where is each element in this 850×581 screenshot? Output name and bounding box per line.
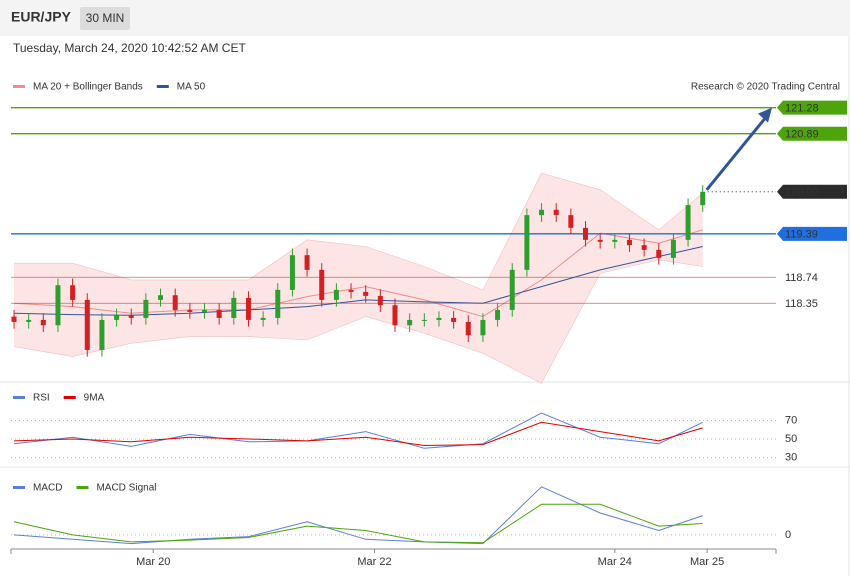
interval-button[interactable] bbox=[80, 7, 130, 30]
candle-body bbox=[392, 305, 398, 326]
candle-body bbox=[509, 269, 515, 310]
y-tick-label: 70 bbox=[785, 414, 797, 426]
bollinger-lower bbox=[13, 259, 703, 384]
candle-body bbox=[656, 249, 662, 258]
candle-body bbox=[172, 295, 178, 310]
candle-body bbox=[245, 297, 251, 320]
x-tick-label: Mar 25 bbox=[690, 556, 724, 568]
level-label: 118.35 bbox=[785, 298, 818, 310]
candle-body bbox=[700, 191, 706, 206]
candle-body bbox=[289, 255, 295, 290]
candle-body bbox=[568, 215, 574, 228]
level-tag bbox=[777, 100, 847, 115]
legend-swatch bbox=[76, 486, 89, 489]
candle-body bbox=[641, 245, 647, 250]
candle-body bbox=[612, 239, 618, 242]
candle-body bbox=[114, 315, 120, 320]
symbol: EUR/JPY bbox=[11, 9, 72, 25]
bollinger-fill bbox=[14, 173, 703, 384]
candle-body bbox=[158, 295, 164, 300]
candle-body bbox=[626, 239, 632, 246]
legend-label: RSI bbox=[33, 393, 50, 404]
candle-body bbox=[11, 316, 17, 322]
candle-body bbox=[465, 321, 471, 336]
y-tick-label: 0 bbox=[785, 529, 791, 541]
credit: Research © 2020 Trading Central bbox=[691, 82, 840, 93]
x-tick-label: Mar 24 bbox=[598, 556, 632, 568]
candle-body bbox=[143, 299, 149, 318]
candle-body bbox=[84, 299, 90, 350]
legend-label: MA 20 + Bollinger Bands bbox=[33, 82, 143, 93]
candle-body bbox=[187, 309, 193, 312]
candle-body bbox=[128, 315, 134, 318]
candle-body bbox=[202, 309, 207, 312]
level-label: 119.39 bbox=[785, 229, 818, 241]
bollinger-upper bbox=[14, 172, 703, 291]
legend-swatch bbox=[63, 396, 76, 399]
series-line bbox=[13, 486, 703, 545]
header-bar bbox=[0, 0, 850, 36]
legend-swatch bbox=[13, 486, 25, 489]
legend-label: MA 50 bbox=[177, 82, 206, 93]
level-tag bbox=[777, 184, 847, 199]
candle-body bbox=[539, 209, 545, 216]
candle-body bbox=[260, 317, 266, 320]
level-label: 120.89 bbox=[785, 129, 819, 141]
level-label: 120.02 bbox=[785, 187, 819, 199]
candle-body bbox=[26, 319, 32, 322]
candle-body bbox=[495, 309, 501, 320]
candle-body bbox=[377, 295, 383, 306]
candle-body bbox=[40, 319, 46, 326]
candle-body bbox=[216, 309, 222, 318]
level-label: 121.28 bbox=[785, 103, 819, 115]
level-tag bbox=[777, 226, 847, 241]
candle-body bbox=[480, 319, 486, 336]
interval[interactable]: 30 MIN bbox=[86, 11, 125, 25]
legend-swatch bbox=[156, 85, 169, 88]
legend-label: MACD bbox=[33, 483, 62, 494]
level-label: 118.74 bbox=[785, 272, 818, 284]
y-tick-label: 50 bbox=[785, 433, 797, 445]
legend-label: 9MA bbox=[84, 393, 105, 404]
series-line bbox=[13, 421, 703, 447]
target-arrow bbox=[705, 113, 770, 191]
legend-swatch bbox=[13, 396, 25, 399]
series-line bbox=[13, 412, 703, 449]
candle-body bbox=[319, 269, 325, 300]
candle-body bbox=[421, 319, 427, 321]
candle-body bbox=[553, 209, 559, 216]
candle-body bbox=[275, 289, 281, 318]
candle-body bbox=[99, 319, 105, 350]
candle-body bbox=[451, 317, 457, 322]
candle-body bbox=[524, 215, 530, 270]
legend-swatch bbox=[13, 85, 25, 88]
candle-body bbox=[583, 227, 588, 240]
candle-body bbox=[333, 289, 339, 300]
x-tick-label: Mar 20 bbox=[136, 556, 170, 568]
level-tag bbox=[777, 126, 847, 141]
candle-body bbox=[348, 289, 354, 292]
series-line bbox=[13, 503, 703, 544]
y-tick-label: 30 bbox=[785, 451, 797, 463]
x-tick-label: Mar 22 bbox=[357, 556, 391, 568]
candle-body bbox=[597, 239, 603, 242]
target-arrowhead bbox=[758, 107, 772, 123]
candle-body bbox=[436, 317, 442, 320]
candle-body bbox=[363, 291, 369, 296]
candle-body bbox=[407, 319, 413, 326]
legend-label: MACD Signal bbox=[96, 483, 156, 494]
candle-body bbox=[685, 205, 691, 240]
candle-body bbox=[231, 297, 237, 318]
candle-body bbox=[670, 239, 676, 258]
timestamp: Tuesday, March 24, 2020 10:42:52 AM CET bbox=[13, 41, 246, 55]
candle-body bbox=[304, 255, 310, 270]
candle-body bbox=[70, 285, 76, 300]
candle-body bbox=[55, 285, 61, 326]
